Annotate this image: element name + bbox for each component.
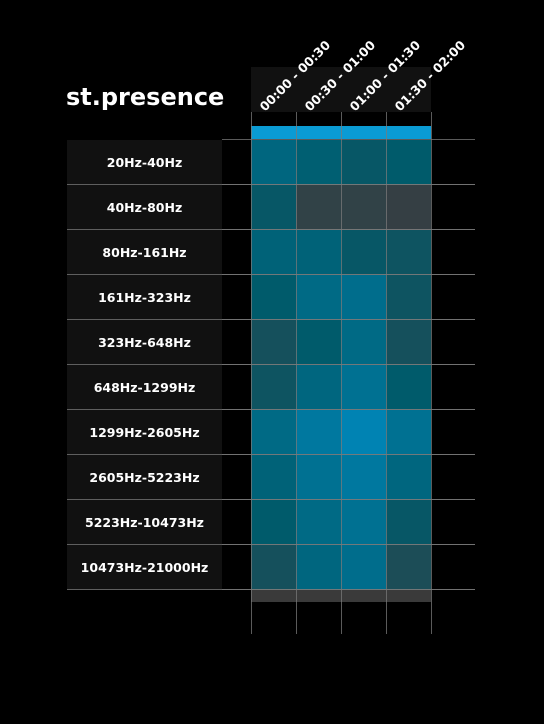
heatmap-cell: [341, 545, 386, 590]
heatmap-cell: [296, 320, 341, 365]
heatmap-cell: [296, 410, 341, 455]
heatmap-cell: [386, 140, 431, 185]
heatmap-cells: [251, 140, 431, 590]
heatmap-cell: [296, 140, 341, 185]
heatmap-cell: [296, 275, 341, 320]
heatmap-cell: [341, 455, 386, 500]
heatmap-cell: [386, 455, 431, 500]
heatmap-cell: [386, 410, 431, 455]
heatmap-cell: [386, 500, 431, 545]
chart-title: st.presence: [66, 83, 224, 111]
row-label: 1299Hz-2605Hz: [89, 425, 199, 440]
heatmap-cell: [251, 410, 296, 455]
heatmap-cell: [341, 230, 386, 275]
column-header-panel: [251, 67, 431, 112]
heatmap-cell: [386, 185, 431, 230]
row-label: 80Hz-161Hz: [102, 245, 186, 260]
row-label: 10473Hz-21000Hz: [81, 560, 209, 575]
heatmap-cell: [251, 140, 296, 185]
heatmap-cell: [296, 185, 341, 230]
heatmap-cell: [386, 275, 431, 320]
heatmap-cell: [341, 140, 386, 185]
heatmap-cell: [251, 185, 296, 230]
row-label: 20Hz-40Hz: [107, 155, 182, 170]
heatmap-cell: [341, 275, 386, 320]
heatmap-cell: [296, 230, 341, 275]
heatmap-cell: [341, 500, 386, 545]
row-label: 5223Hz-10473Hz: [85, 515, 204, 530]
heatmap-cell: [386, 365, 431, 410]
row-label: 648Hz-1299Hz: [94, 380, 196, 395]
heatmap-cell: [386, 545, 431, 590]
row-label: 40Hz-80Hz: [107, 200, 182, 215]
heatmap-cell: [386, 230, 431, 275]
heatmap-cell: [341, 320, 386, 365]
heatmap-cell: [251, 500, 296, 545]
heatmap-cell: [296, 545, 341, 590]
heatmap-cell: [296, 365, 341, 410]
row-label: 161Hz-323Hz: [98, 290, 191, 305]
heatmap-cell: [251, 545, 296, 590]
heatmap-cell: [251, 365, 296, 410]
heatmap-cell: [251, 320, 296, 365]
row-label: 2605Hz-5223Hz: [89, 470, 199, 485]
heatmap-grid: [67, 112, 475, 634]
heatmap-cell: [341, 365, 386, 410]
heatmap-cell: [386, 320, 431, 365]
heatmap-cell: [341, 185, 386, 230]
heatmap-cell: [341, 410, 386, 455]
heatmap-cell: [251, 455, 296, 500]
heatmap-cell: [296, 455, 341, 500]
heatmap-cell: [251, 230, 296, 275]
heatmap-cell: [251, 275, 296, 320]
heatmap-cell: [296, 500, 341, 545]
row-label: 323Hz-648Hz: [98, 335, 191, 350]
